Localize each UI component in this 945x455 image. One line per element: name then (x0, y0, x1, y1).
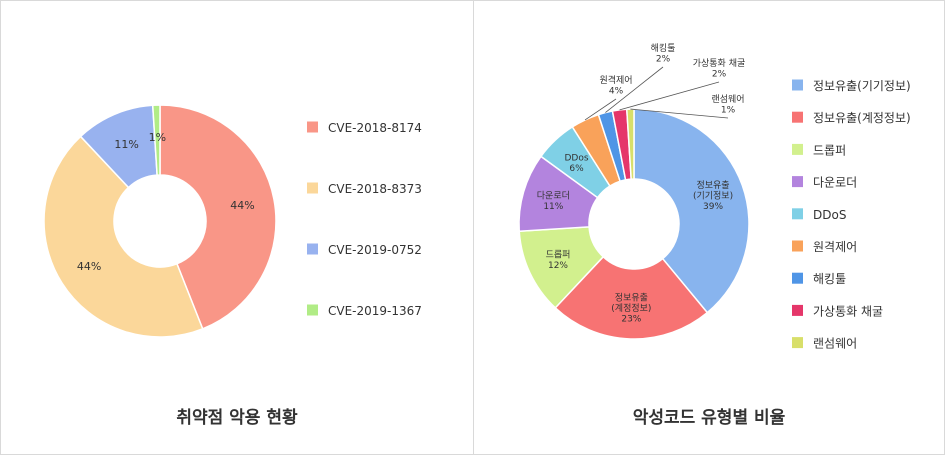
legend-swatch-item-4 (792, 176, 803, 188)
slice-cve-2018-8373 (43, 135, 204, 338)
slice-cve-2019-1367 (151, 104, 161, 176)
legend-label-item-9: 랜섬웨어 (813, 337, 857, 351)
legend-swatch-ddos (792, 208, 803, 220)
slice-label-item-8: 가상통화 채굴 2% (693, 58, 746, 80)
vulnerability-donut-chart: 44% 44% 11% 1% CVE-2018-8174 CVE-2018-8373 CVE… (43, 104, 422, 338)
slice-label-item-2: 정보유출 (계정정보) 23% (611, 293, 651, 325)
legend-label-cve-2018-8373: CVE-2018-8373 (328, 182, 422, 196)
legend-swatch-item-1 (792, 79, 803, 91)
legend-swatch-item-9 (792, 337, 803, 349)
legend-label-item-4: 다운로더 (813, 176, 857, 190)
slice-label-ddos: DDos 6% (564, 154, 588, 175)
slice-item-9 (625, 108, 635, 180)
legend-label-item-3: 드롭퍼 (813, 143, 846, 157)
slice-cve-2018-8174 (159, 104, 277, 330)
legend-swatch-item-7 (792, 272, 803, 284)
legend-swatch-item-8 (792, 304, 803, 316)
panel-divider (473, 1, 474, 454)
leader-line-9 (630, 108, 729, 119)
legend-label-ddos: DDoS (813, 208, 846, 222)
leader-line-6 (584, 98, 617, 121)
malware-donut-chart: 정보유출 (기기정보) 39% 정보유출 (계정정보) 23% 드롭퍼 12% 다운로더 11% D… (518, 42, 911, 351)
slice-item-2 (554, 255, 709, 340)
legend-swatch-item-2 (792, 111, 803, 123)
legend-label-cve-2019-0752: CVE-2019-0752 (328, 243, 422, 257)
legend-label-item-6: 원격제어 (813, 240, 857, 254)
malware-chart-caption: 악성코드 유형별 비율 (632, 408, 786, 428)
vulnerability-chart-panel: 44% 44% 11% 1% CVE-2018-8174 CVE-2018-8373 CVE… (1, 1, 473, 454)
legend-label-item-1: 정보유출(기기정보) (813, 79, 911, 93)
leader-line-8 (619, 81, 720, 111)
legend-swatch-cve-2018-8174 (307, 121, 318, 133)
slice-label-item-4: 다운로더 11% (537, 190, 570, 212)
vulnerability-chart-caption: 취약점 악용 현황 (176, 408, 298, 428)
legend-label-cve-2018-8174: CVE-2018-8174 (328, 121, 422, 135)
leader-line-7 (605, 66, 664, 113)
malware-chart-panel: 정보유출 (기기정보) 39% 정보유출 (계정정보) 23% 드롭퍼 12% 다운로더 11% D… (474, 1, 944, 454)
legend-label-item-8: 가상통화 채굴 (813, 304, 883, 318)
slice-label-item-1: 정보유출 (기기정보) 39% (693, 180, 733, 212)
legend-swatch-item-3 (792, 143, 803, 155)
slice-label-cve-2018-8174: 44% (230, 199, 254, 212)
slice-label-cve-2019-0752: 11% (114, 138, 138, 151)
slice-label-cve-2018-8373: 44% (77, 260, 101, 273)
legend-swatch-cve-2019-1367 (307, 304, 318, 316)
slice-label-item-7: 해킹툴 2% (651, 42, 676, 65)
slice-label-item-6: 원격제어 4% (599, 74, 632, 97)
slice-item-1 (633, 108, 750, 314)
legend-label-item-2: 정보유출(계정정보) (813, 111, 911, 125)
slice-label-item-3: 드롭퍼 12% (546, 250, 571, 272)
legend-label-cve-2019-1367: CVE-2019-1367 (328, 304, 422, 318)
legend-label-item-7: 해킹툴 (813, 272, 846, 286)
slice-label-item-9: 랜섬웨어 1% (711, 93, 744, 116)
slice-label-cve-2019-1367: 1% (149, 131, 166, 144)
legend-swatch-item-6 (792, 240, 803, 252)
legend-swatch-cve-2019-0752 (307, 243, 318, 255)
legend-swatch-cve-2018-8373 (307, 182, 318, 194)
